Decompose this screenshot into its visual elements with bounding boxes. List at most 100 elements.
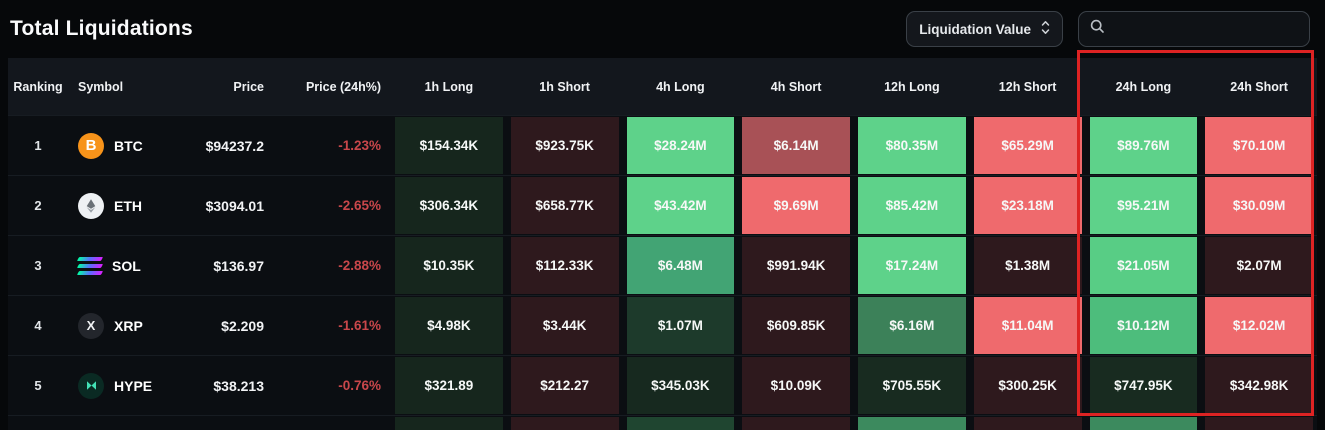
table-row-btc: 1 B BTC $94237.2 -1.23% $154.34K $923.75K $28.2… (8, 115, 1317, 175)
column-header-price[interactable]: Price (233, 79, 264, 94)
symbol-label: HYPE (114, 377, 153, 394)
column-header-24h-short[interactable]: 24h Short (1230, 79, 1288, 94)
sort-dropdown[interactable]: Liquidation Value (906, 11, 1063, 47)
column-header-1h-long[interactable]: 1h Long (424, 79, 474, 94)
symbol-cell[interactable]: HYPE (68, 356, 190, 415)
liq-cell-partial (1089, 417, 1198, 430)
liq-cell-1h-long: $306.34K (395, 177, 503, 234)
column-header-symbol[interactable]: Symbol (78, 79, 124, 94)
liq-cell-1h-short: $212.27 (510, 357, 619, 414)
liq-cell-1h-long: $10.35K (395, 237, 503, 294)
liq-cell-24h-long: $747.95K (1089, 357, 1198, 414)
liq-cell-wrap: $10.35K (391, 236, 507, 295)
price-cell: $94237.2 (205, 137, 264, 154)
liq-cell-wrap: $70.10M (1201, 116, 1317, 175)
liq-cell-24h-long: $89.76M (1089, 117, 1198, 174)
column-header-1h-short[interactable]: 1h Short (539, 79, 590, 94)
liquidations-table: Ranking Symbol Price Price (24h%) 1h Long 1h … (8, 50, 1317, 430)
price-change-cell: -2.88% (338, 258, 381, 273)
liq-cell-wrap: $21.05M (1086, 236, 1202, 295)
liq-cell-12h-short: $11.04M (973, 297, 1082, 354)
liq-cell-wrap (970, 416, 1086, 430)
liq-cell-wrap: $306.34K (391, 176, 507, 235)
symbol-cell[interactable]: B BTC (68, 116, 190, 175)
liq-cell-wrap: $300.25K (970, 356, 1086, 415)
column-header-4h-long[interactable]: 4h Long (656, 79, 705, 94)
price-change-cell: -2.65% (338, 198, 381, 213)
liq-cell-wrap: $609.85K (738, 296, 854, 355)
liq-cell-1h-long: $321.89 (395, 357, 503, 414)
liq-cell-4h-short: $991.94K (742, 237, 850, 294)
liq-cell-wrap: $43.42M (623, 176, 739, 235)
column-header-12h-short[interactable]: 12h Short (998, 79, 1057, 94)
ranking-cell: 2 (34, 198, 42, 213)
column-header-ranking[interactable]: Ranking (13, 79, 63, 94)
liq-cell-wrap (391, 416, 507, 430)
liq-cell-partial (858, 417, 966, 430)
price-change-cell: -0.76% (338, 378, 381, 393)
column-header-4h-short[interactable]: 4h Short (770, 79, 822, 94)
page-title: Total Liquidations (10, 17, 193, 40)
table-row-xrp: 4 X XRP $2.209 -1.61% $4.98K $3.44K $1.07M $609.… (8, 295, 1317, 355)
symbol-cell[interactable]: ETH (68, 176, 190, 235)
liq-cell-wrap (507, 416, 623, 430)
liq-cell-24h-long: $21.05M (1089, 237, 1198, 294)
liq-cell-partial (395, 417, 503, 430)
price-change-cell: -1.61% (338, 318, 381, 333)
search-box[interactable] (1078, 11, 1310, 47)
btc-icon: B (78, 132, 104, 159)
liq-cell-wrap: $17.24M (854, 236, 970, 295)
liq-cell-12h-short: $65.29M (973, 117, 1082, 174)
liq-cell-12h-short: $1.38M (973, 237, 1082, 294)
liq-cell-24h-long: $10.12M (1089, 297, 1198, 354)
liq-cell-wrap: $345.03K (623, 356, 739, 415)
search-icon (1089, 18, 1106, 40)
liq-cell-4h-short: $10.09K (742, 357, 850, 414)
column-header-12h-long[interactable]: 12h Long (884, 79, 940, 94)
liq-cell-12h-long: $17.24M (858, 237, 966, 294)
liq-cell-wrap: $10.09K (738, 356, 854, 415)
liq-cell-12h-short: $300.25K (973, 357, 1082, 414)
chevron-up-down-icon (1041, 20, 1050, 38)
liq-cell-wrap: $6.16M (854, 296, 970, 355)
ranking-cell: 5 (34, 378, 42, 393)
column-header-24h-long[interactable]: 24h Long (1115, 79, 1172, 94)
eth-icon (78, 192, 104, 219)
liq-cell-wrap (854, 416, 970, 430)
liq-cell-partial (973, 417, 1082, 430)
liq-cell-wrap (1086, 416, 1202, 430)
liq-cell-12h-long: $705.55K (858, 357, 966, 414)
liq-cell-wrap: $95.21M (1086, 176, 1202, 235)
table-body: 1 B BTC $94237.2 -1.23% $154.34K $923.75K $28.2… (8, 115, 1317, 430)
liq-cell-wrap: $342.98K (1201, 356, 1317, 415)
liq-cell-24h-short: $342.98K (1205, 357, 1313, 414)
liq-cell-wrap: $747.95K (1086, 356, 1202, 415)
liq-cell-wrap: $3.44K (507, 296, 623, 355)
search-input[interactable] (1114, 21, 1299, 37)
column-header-price-24h[interactable]: Price (24h%) (305, 79, 381, 94)
table-header-row: Ranking Symbol Price Price (24h%) 1h Long 1h … (8, 58, 1317, 115)
liq-cell-4h-long: $1.07M (626, 297, 735, 354)
liq-cell-4h-short: $6.14M (742, 117, 850, 174)
liq-cell-1h-long: $4.98K (395, 297, 503, 354)
price-cell: $2.209 (221, 317, 264, 334)
liq-cell-wrap: $9.69M (738, 176, 854, 235)
liq-cell-4h-long: $43.42M (626, 177, 735, 234)
top-bar: Total Liquidations Liquidation Value (0, 0, 1325, 50)
liq-cell-24h-long: $95.21M (1089, 177, 1198, 234)
liq-cell-wrap: $65.29M (970, 116, 1086, 175)
liq-cell-wrap: $85.42M (854, 176, 970, 235)
liq-cell-wrap: $321.89 (391, 356, 507, 415)
liq-cell-wrap: $6.14M (738, 116, 854, 175)
liq-cell-wrap: $89.76M (1086, 116, 1202, 175)
symbol-cell[interactable]: X XRP (68, 296, 190, 355)
liq-cell-partial (626, 417, 735, 430)
table-controls: Liquidation Value (906, 11, 1310, 47)
symbol-cell[interactable]: SOL (68, 236, 190, 295)
liq-cell-12h-long: $80.35M (858, 117, 966, 174)
liq-cell-12h-long: $6.16M (858, 297, 966, 354)
xrp-icon: X (78, 312, 104, 339)
liq-cell-wrap: $23.18M (970, 176, 1086, 235)
table-row-partial (8, 415, 1317, 430)
liq-cell-1h-long: $154.34K (395, 117, 503, 174)
